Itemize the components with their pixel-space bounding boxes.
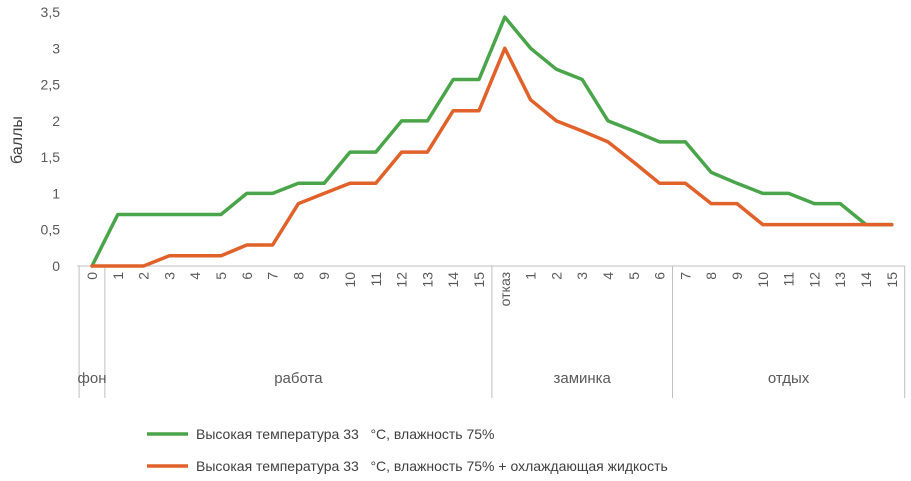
x-tick-label: 8 [703,272,719,280]
x-tick-label: 10 [755,272,771,288]
series-line-1 [90,15,894,268]
y-axis-label: баллы [9,116,26,164]
x-tick-label: 4 [600,272,616,280]
x-tick-label: 12 [394,272,410,288]
x-axis: 0 1 2 3 4 5 6 7 8 9 10 11 12 13 14 15 отказ 1 2 3 4 5 6 7 8 9 10 11… [77,265,906,398]
x-tick-label: 1 [110,272,126,280]
x-tick-label: 5 [626,272,642,280]
series-lines [90,15,894,268]
y-tick-label: 3 [52,40,60,56]
x-tick-label: 6 [239,272,255,280]
x-tick-label: 7 [265,272,281,280]
series-line-2 [90,46,894,268]
group-label: заминка [553,370,611,387]
legend-label: Высокая температура 33 °С, влажность 75%… [196,458,668,474]
x-tick-label: 1 [523,272,539,280]
x-tick-label: 15 [471,272,487,288]
group-label: работа [274,370,323,387]
x-tick-label: 15 [884,272,900,288]
x-tick-label: 7 [677,272,693,280]
x-tick-label: 4 [187,272,203,280]
legend: Высокая температура 33 °С, влажность 75%… [147,426,668,474]
x-tick-label: 9 [729,272,745,280]
x-tick-label: 13 [832,272,848,288]
y-tick-label: 0 [52,258,60,274]
y-tick-label: 0,5 [41,222,61,238]
x-tick-label: 14 [445,272,461,288]
x-tick-label: 12 [806,272,822,288]
x-tick-label: 11 [368,272,384,287]
y-axis-ticks: 0 0,5 1 1,5 2 2,5 3 3,5 [41,4,61,274]
y-tick-label: 2,5 [41,77,61,93]
x-tick-label: 13 [419,272,435,288]
x-tick-label: 5 [213,272,229,280]
y-tick-label: 2 [52,113,60,129]
x-tick-label: 3 [574,272,590,280]
x-tick-label: 9 [316,272,332,280]
y-tick-label: 3,5 [41,4,61,20]
x-tick-label: 6 [652,272,668,280]
x-tick-label: 2 [136,272,152,280]
group-label: фон [78,370,107,387]
x-tick-label: 2 [548,272,564,280]
x-tick-label: отказ [497,272,513,306]
legend-label: Высокая температура 33 °С, влажность 75% [196,426,495,442]
x-tick-label: 14 [858,272,874,288]
y-tick-label: 1 [52,185,60,201]
y-tick-label: 1,5 [41,149,61,165]
x-tick-label: 10 [342,272,358,288]
x-tick-label: 3 [161,272,177,280]
x-tick-label: 8 [290,272,306,280]
x-tick-label: 0 [84,272,100,280]
group-label: отдых [768,370,810,387]
x-tick-label: 11 [781,272,797,287]
